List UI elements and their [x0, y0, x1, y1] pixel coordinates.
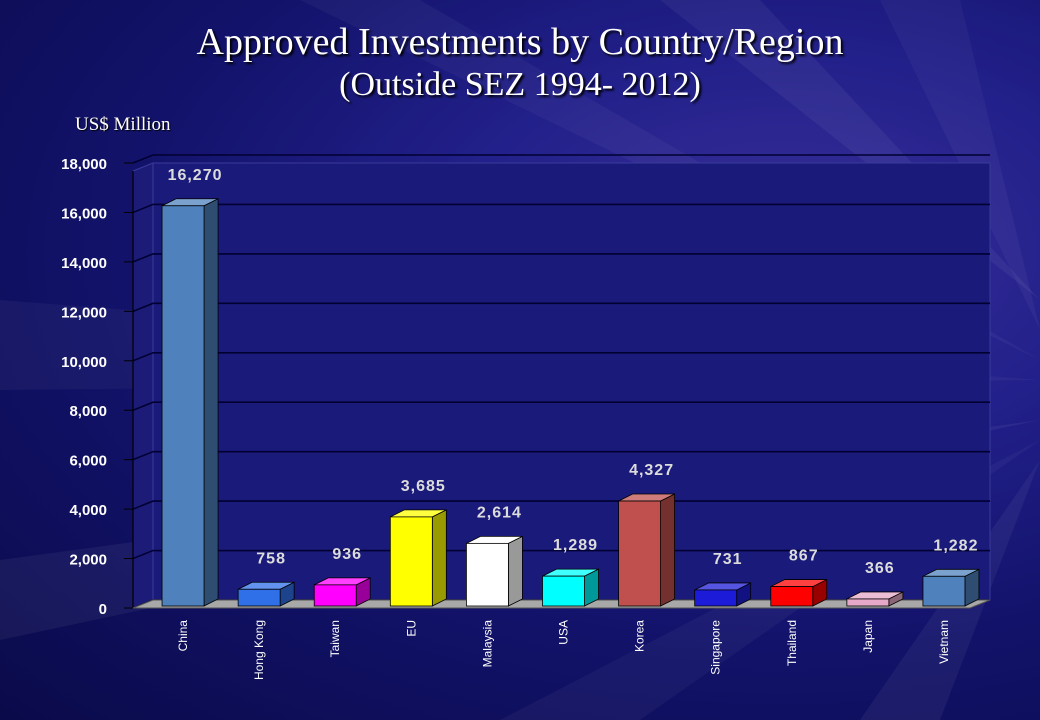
x-tick-label: Taiwan	[328, 620, 342, 657]
bar-front	[770, 586, 814, 607]
bar-front	[466, 542, 509, 607]
chart-side-wall	[132, 162, 154, 609]
y-tick-label: 0	[99, 601, 107, 618]
data-label: 3,685	[401, 478, 446, 495]
data-label: 16,270	[168, 167, 223, 184]
x-tick-label: Vietnam	[937, 620, 951, 664]
data-label: 758	[256, 550, 286, 567]
bar-eu	[389, 509, 447, 607]
bar-japan	[846, 591, 904, 607]
bar-china	[161, 198, 219, 607]
bar-vietnam	[922, 568, 980, 607]
bar-hong-kong	[237, 581, 295, 607]
bar-side	[660, 493, 675, 607]
bar-front	[846, 598, 890, 607]
y-tick-label: 6,000	[69, 453, 107, 470]
gridline	[132, 500, 990, 510]
x-tick-label: Thailand	[785, 620, 799, 666]
bar-side	[431, 509, 447, 607]
bar-taiwan	[313, 577, 371, 607]
bar-front	[161, 205, 205, 607]
x-tick-label: Malaysia	[480, 620, 494, 668]
data-label: 1,282	[933, 537, 978, 554]
gridline	[132, 154, 990, 164]
gridline	[132, 253, 990, 263]
data-label: 936	[332, 546, 362, 563]
bar-front	[389, 516, 433, 607]
y-tick-label: 18,000	[61, 156, 107, 173]
chart-back-wall	[152, 162, 991, 601]
bar-front	[922, 575, 966, 607]
bar-side	[508, 535, 523, 607]
y-tick-label: 4,000	[69, 502, 107, 519]
bar-front	[542, 575, 585, 607]
x-tick-label: Japan	[861, 620, 875, 653]
x-tick-label: EU	[404, 620, 418, 637]
data-label: 867	[789, 548, 819, 565]
x-tick-label: USA	[557, 620, 571, 645]
bar-side	[203, 198, 219, 607]
chart-subtitle: (Outside SEZ 1994- 2012)	[339, 66, 701, 103]
x-tick-label: Hong Kong	[252, 620, 266, 680]
data-label: 731	[713, 551, 743, 568]
bar-thailand	[770, 578, 828, 607]
y-tick-label: 12,000	[61, 304, 107, 321]
bar-malaysia	[466, 535, 523, 607]
x-tick-label: China	[176, 620, 190, 652]
bar-front	[618, 500, 661, 607]
data-label: 2,614	[477, 504, 522, 521]
y-tick-label: 14,000	[61, 255, 107, 272]
data-label: 1,289	[553, 537, 598, 554]
bar-front	[237, 588, 281, 607]
bar-singapore	[694, 582, 752, 607]
gridline	[132, 203, 990, 214]
y-tick-label: 2,000	[69, 552, 107, 569]
y-axis-unit-label: US$ Million	[75, 114, 171, 135]
bar-korea	[618, 493, 675, 607]
x-tick-label: Korea	[633, 620, 647, 652]
data-label: 366	[865, 560, 895, 577]
x-tick-label: Singapore	[709, 620, 723, 675]
gridline	[132, 302, 990, 313]
gridline	[132, 401, 990, 411]
gridline	[132, 549, 990, 560]
bar-front	[313, 584, 357, 607]
bar-usa	[542, 568, 599, 607]
y-tick-label: 10,000	[61, 354, 107, 371]
bar-front	[694, 589, 738, 607]
gridline	[132, 351, 990, 362]
y-tick-label: 16,000	[61, 205, 107, 222]
data-label: 4,327	[629, 462, 674, 479]
y-tick-label: 8,000	[69, 403, 107, 420]
gridline	[132, 450, 990, 461]
chart-title: Approved Investments by Country/Region	[196, 21, 844, 63]
